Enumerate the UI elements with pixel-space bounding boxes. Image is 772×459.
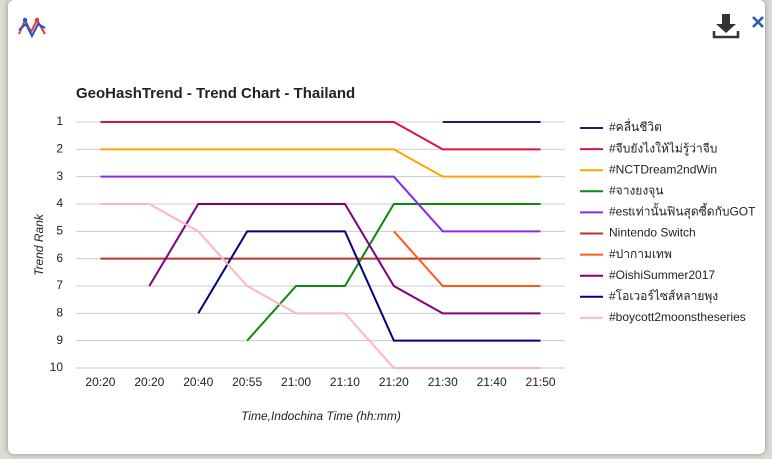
chart-title: GeoHashTrend - Trend Chart - Thailand: [76, 85, 355, 102]
legend-label: #ปากามเทพ: [609, 247, 672, 261]
series-line: [100, 121, 541, 151]
x-tick-label: 20:20: [85, 375, 115, 389]
legend-label: #boycott2moonstheseries: [609, 310, 746, 324]
x-tick-label: 20:40: [183, 375, 213, 389]
x-tick-label: 21:10: [330, 375, 360, 389]
x-tick-label: 21:50: [526, 375, 556, 389]
series-line: [100, 203, 541, 369]
x-tick-label: 21:40: [477, 375, 507, 389]
series-line: [197, 230, 541, 342]
y-axis-label: Trend Rank: [32, 213, 46, 276]
legend-label: #OishiSummer2017: [609, 268, 715, 282]
legend-label: #คลื่นชีวิต: [609, 118, 662, 134]
y-tick-label: 7: [56, 278, 63, 292]
legend-label: #โอเวอร์ไซส์หลายพุง: [609, 289, 718, 304]
y-tick-label: 4: [56, 196, 63, 210]
series-line: [100, 148, 541, 178]
series-line: [246, 203, 541, 342]
legend-label: #NCTDream2ndWin: [609, 162, 717, 176]
y-tick-label: 9: [56, 333, 63, 347]
close-button[interactable]: [752, 16, 764, 28]
series-line: [393, 230, 541, 287]
x-tick-label: 21:30: [428, 375, 458, 389]
legend-label: #จีบยังไงให้ไม่รู้ว่าจีบ: [609, 141, 717, 156]
app-logo[interactable]: [18, 17, 46, 39]
legend-label: #estเท่านั้นฟินสุดซี้ดกับGOT: [609, 203, 756, 220]
y-tick-label: 5: [56, 224, 63, 238]
legend-label: #จางยงจุน: [609, 183, 663, 198]
x-tick-label: 21:00: [281, 375, 311, 389]
y-tick-label: 1: [56, 114, 63, 128]
y-tick-label: 8: [56, 306, 63, 320]
y-tick-label: 6: [56, 251, 63, 265]
x-axis-label: Time,Indochina Time (hh:mm): [241, 409, 401, 423]
y-tick-label: 10: [50, 360, 64, 374]
x-tick-label: 20:55: [232, 375, 262, 389]
x-tick-label: 21:20: [379, 375, 409, 389]
series-line: [148, 203, 541, 315]
y-tick-label: 2: [56, 142, 63, 156]
x-tick-label: 20:20: [134, 375, 164, 389]
legend-label: Nintendo Switch: [609, 226, 696, 240]
y-tick-label: 3: [56, 169, 63, 183]
series-line: [100, 175, 541, 233]
chart-panel: [8, 0, 765, 454]
download-button[interactable]: [712, 14, 740, 39]
